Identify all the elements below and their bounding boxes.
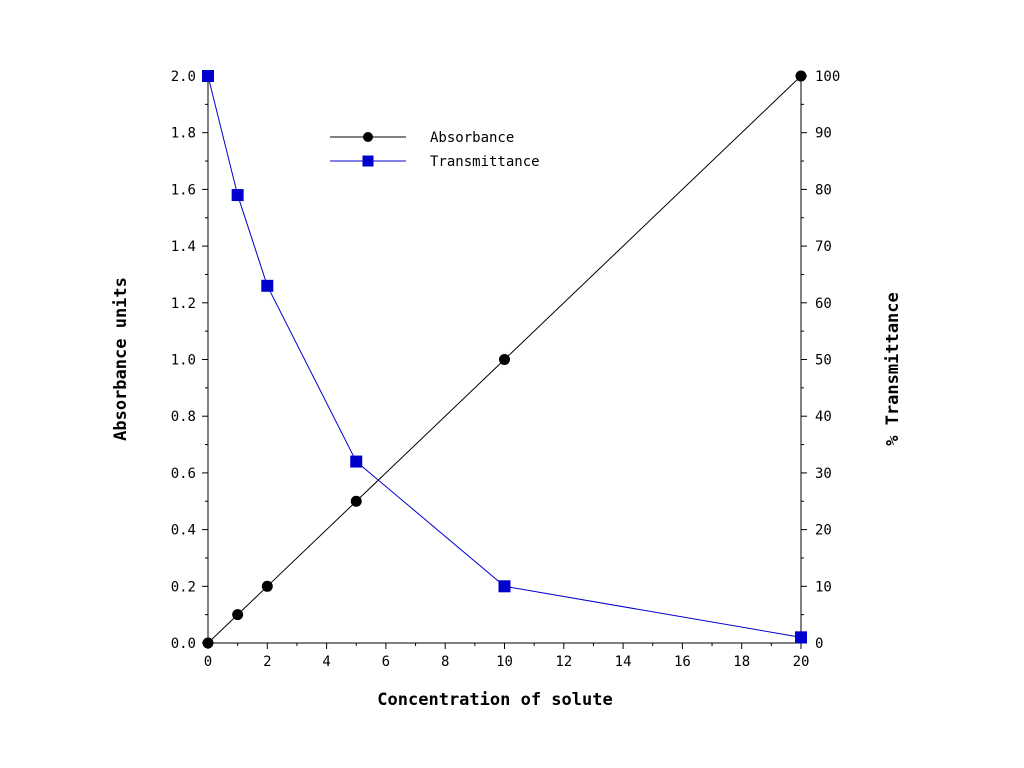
absorbance-point xyxy=(499,354,510,365)
legend-transmittance-label: Transmittance xyxy=(430,154,540,170)
y-left-tick-label: 1.4 xyxy=(171,239,196,255)
y-right-tick-label: 30 xyxy=(815,466,832,482)
series-layer xyxy=(202,70,807,649)
y-axis-left-title: Absorbance units xyxy=(111,277,131,441)
y-left-tick-label: 1.0 xyxy=(171,353,196,369)
y-right-tick-label: 50 xyxy=(815,353,832,369)
x-tick-label: 2 xyxy=(263,654,271,670)
y-left-tick-label: 0.2 xyxy=(171,579,196,595)
y-left-tick-label: 0.6 xyxy=(171,466,196,482)
y-left-tick-label: 1.2 xyxy=(171,296,196,312)
transmittance-point xyxy=(350,455,363,468)
absorbance-point xyxy=(795,70,807,82)
transmittance-line xyxy=(207,75,802,638)
y-right-tick-label: 40 xyxy=(815,409,832,425)
absorbance-line xyxy=(207,75,802,644)
y-left-tick-label: 2.0 xyxy=(171,69,196,85)
y-left-tick-label: 0.4 xyxy=(171,523,196,539)
x-tick-label: 20 xyxy=(793,654,810,670)
transmittance-point xyxy=(231,189,244,202)
transmittance-point xyxy=(498,580,511,593)
y-right-tick-label: 100 xyxy=(815,69,840,85)
x-tick-label: 10 xyxy=(496,654,513,670)
y-right-tick-label: 60 xyxy=(815,296,832,312)
x-tick-label: 0 xyxy=(204,654,212,670)
y-right-tick-label: 20 xyxy=(815,523,832,539)
y-right-tick-label: 90 xyxy=(815,126,832,142)
absorbance-point xyxy=(350,495,362,507)
transmittance-point xyxy=(795,631,807,644)
y-left-tick-label: 1.6 xyxy=(171,182,196,198)
x-tick-label: 16 xyxy=(674,654,691,670)
y-right-tick-label: 10 xyxy=(815,579,832,595)
absorbance-point xyxy=(261,580,273,592)
y-left-tick-label: 1.8 xyxy=(171,126,196,142)
y-right-tick-label: 80 xyxy=(815,182,832,198)
y-left-tick-label: 0.8 xyxy=(171,409,196,425)
x-tick-label: 12 xyxy=(555,654,572,670)
legend-absorbance-marker xyxy=(363,132,373,142)
ticks: 0 2 4 6 8 10 12 14 16 18 20 0.0 0.2 0.4 0.6 0.8 1.0 1.2 1.… xyxy=(171,69,841,670)
x-tick-label: 6 xyxy=(382,654,390,670)
y-left-tick-label: 0.0 xyxy=(171,636,196,652)
legend-transmittance-marker xyxy=(362,155,374,167)
x-tick-label: 4 xyxy=(322,654,330,670)
y-axis-right-title: % Transmittance xyxy=(883,292,903,446)
legend: Absorbance Transmittance xyxy=(330,130,540,170)
transmittance-point xyxy=(261,279,274,292)
x-axis-title: Concentration of solute xyxy=(377,690,612,710)
y-right-tick-label: 70 xyxy=(815,239,832,255)
y-right-tick-label: 0 xyxy=(815,636,823,652)
x-tick-label: 8 xyxy=(441,654,449,670)
x-tick-label: 14 xyxy=(615,654,632,670)
legend-absorbance-label: Absorbance xyxy=(430,130,514,146)
x-tick-label: 18 xyxy=(733,654,750,670)
absorbance-point xyxy=(232,609,244,621)
absorbance-point xyxy=(202,637,214,649)
transmittance-point xyxy=(202,70,214,82)
